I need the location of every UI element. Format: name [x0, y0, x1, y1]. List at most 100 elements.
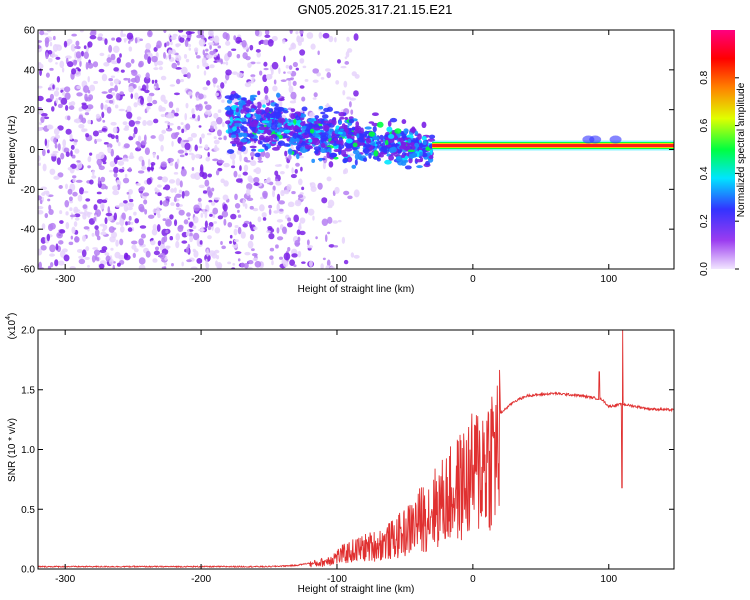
spectrogram-cell	[151, 55, 158, 63]
spectrogram-cell	[98, 263, 105, 269]
spectrogram-cell	[156, 184, 162, 188]
spectrogram-cell	[220, 241, 223, 246]
spectrogram-cell	[306, 32, 314, 39]
spectrogram-cell	[105, 255, 111, 262]
spectrogram-cell	[262, 217, 267, 221]
spectrogram-cell	[69, 207, 73, 212]
spectrogram-cell	[208, 199, 213, 203]
spectrogram-cell	[92, 247, 98, 250]
spectrogram-cell	[229, 240, 232, 244]
spectrogram-cell	[156, 60, 164, 66]
spectrogram-cell	[326, 259, 331, 267]
spectrogram-cell	[341, 236, 346, 244]
spectrogram-cell	[301, 261, 306, 264]
spectrogram-cell	[278, 134, 283, 140]
spectrogram-cell	[38, 206, 44, 210]
spectrogram-cell	[73, 221, 78, 227]
spectrogram-cell	[100, 231, 107, 236]
spectrogram-cell	[206, 54, 213, 59]
spectrogram-cell	[67, 166, 73, 171]
spectrogram-cell	[193, 47, 199, 53]
spectrogram-cell	[104, 252, 110, 256]
spectrogram-cell	[263, 61, 268, 67]
spectrogram-cell	[138, 62, 143, 68]
spectrogram-cell	[175, 207, 182, 211]
spectrogram-cell	[199, 240, 203, 245]
spectrogram-cell	[87, 119, 92, 125]
spectrogram-cell	[144, 208, 148, 215]
y-tick-label: 0	[29, 145, 35, 156]
spectrogram-cell	[417, 133, 422, 141]
spectrogram-cell	[329, 152, 337, 158]
spectrogram-cell	[103, 61, 110, 67]
spectrogram-cell	[237, 174, 242, 178]
spectrogram-cell	[412, 139, 417, 143]
spectrogram-cell	[291, 253, 298, 258]
spectrogram-cell	[55, 56, 61, 60]
spectrogram-cell	[183, 53, 188, 59]
spectrogram-cell	[231, 48, 237, 51]
spectrogram-cell	[425, 147, 431, 151]
spectrogram-cell	[225, 33, 230, 41]
spectrogram-cell	[56, 157, 61, 165]
spectrogram-cell	[196, 64, 200, 69]
spectrogram-cell	[266, 230, 271, 233]
spectrogram-cell	[233, 228, 238, 236]
spectrogram-cell	[153, 47, 158, 52]
spectrogram-cell	[254, 152, 261, 158]
spectrogram-cell	[295, 31, 299, 35]
spectrogram-cell	[112, 126, 118, 134]
spectrogram-cell	[174, 132, 179, 138]
spectrogram-cell	[83, 226, 90, 230]
spectrogram-cell	[287, 217, 292, 222]
spectrogram-cell	[146, 102, 153, 107]
spectrogram-cell	[74, 148, 80, 154]
spectrogram-cell	[82, 234, 87, 242]
spectrogram-cell	[153, 67, 159, 71]
spectrogram-cell	[180, 122, 184, 125]
spectrogram-cell	[87, 62, 94, 69]
spectrogram-cell	[290, 91, 297, 100]
spectrogram-cell	[186, 259, 192, 263]
spectrogram-cell	[257, 216, 262, 223]
x-tick-label: 100	[600, 274, 617, 285]
spectrogram-cell	[49, 41, 53, 47]
spectrogram-cell	[55, 87, 60, 91]
spectrogram-cell	[302, 65, 307, 69]
spectrogram-cell	[165, 127, 173, 132]
spectrogram-cell	[288, 154, 292, 161]
spectrogram-cell	[202, 208, 206, 215]
spectrogram-cell	[116, 157, 123, 160]
spectrogram-cell	[87, 265, 90, 268]
spectrogram-cell	[186, 229, 190, 236]
spectrogram-cell	[342, 89, 346, 96]
spectrogram-cell	[344, 61, 350, 65]
spectrogram-cell	[306, 245, 314, 249]
spectrogram-cell	[294, 239, 300, 247]
spectrogram-cell	[394, 128, 402, 134]
spectrogram-cell	[38, 45, 42, 49]
spectrogram-cell	[185, 58, 190, 63]
spectrogram-cell	[110, 121, 117, 126]
spectrogram-cell	[141, 159, 145, 168]
spectrogram-cell	[39, 121, 42, 126]
spectrogram-cell	[235, 107, 239, 113]
spectrogram-cell	[129, 198, 134, 203]
spectrogram-cell	[262, 104, 266, 108]
spectrogram-cell	[327, 231, 331, 235]
spectrogram-cell	[421, 121, 427, 128]
spectrogram-cell	[317, 50, 320, 56]
spectrogram-cell	[152, 99, 158, 105]
spectrogram-cell	[49, 244, 56, 253]
spectrogram-cell	[44, 37, 50, 44]
spectrogram-cell	[125, 221, 129, 226]
spectrogram-cell	[327, 216, 333, 224]
spectrogram-cell	[89, 84, 96, 92]
spectrogram-cell	[225, 69, 232, 76]
spectrogram-cell	[243, 262, 249, 269]
spectrogram-cell	[286, 77, 293, 81]
spectrogram-cell	[146, 120, 154, 126]
spectrogram-cell	[207, 190, 213, 198]
spectrogram-cell	[101, 246, 108, 251]
spectrogram-cell	[225, 110, 234, 116]
